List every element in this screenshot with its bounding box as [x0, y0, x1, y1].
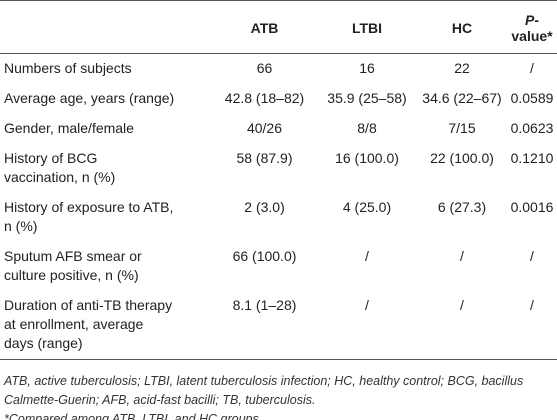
table-row: History of BCG vaccination, n (%) 58 (87.9…: [0, 144, 557, 193]
label-line: Numbers of subjects: [4, 60, 132, 76]
label-line: History of exposure to ATB,: [4, 199, 174, 215]
row-label: Gender, male/female: [0, 114, 212, 144]
label-line: at enrollment, average: [4, 316, 144, 332]
cell: 0.0623: [510, 120, 554, 136]
cell: 42.8 (18–82): [224, 90, 305, 106]
footnote: *Compared among ATB, LTBI, and HC groups…: [4, 412, 263, 420]
cell: 0.0589: [510, 90, 554, 106]
cell: 7/15: [448, 120, 476, 136]
cell: 40/26: [246, 120, 283, 136]
cell: 6 (27.3): [437, 199, 487, 215]
column-header: LTBI: [317, 0, 417, 54]
cell: /: [530, 297, 534, 313]
row-label: Average age, years (range): [0, 84, 212, 114]
row-label: History of exposure to ATB, n (%): [0, 193, 212, 242]
table-row: Numbers of subjects 66 16 22 /: [0, 54, 557, 85]
cell: /: [460, 297, 464, 313]
cell: 8.1 (1–28): [232, 297, 297, 313]
cell: 0.1210: [510, 150, 554, 166]
label-line: History of BCG: [4, 150, 98, 166]
row-label: History of BCG vaccination, n (%): [0, 144, 212, 193]
label-line: Sputum AFB smear or: [4, 248, 142, 264]
column-header: HC: [417, 0, 507, 54]
cell: /: [530, 248, 534, 264]
table-row: Duration of anti-TB therapy at enrollment…: [0, 291, 557, 360]
table-row: Average age, years (range) 42.8 (18–82) 35…: [0, 84, 557, 114]
cell: 0.0016: [510, 199, 554, 215]
footnote: ATB, active tuberculosis; LTBI, latent t…: [4, 374, 524, 407]
data-table: ATB LTBI HC P-value* Numbers of subjects 66 1…: [0, 0, 557, 360]
cell: 22: [454, 60, 470, 76]
cell: /: [365, 248, 369, 264]
table-row: History of exposure to ATB, n (%) 2 (3.0) 4…: [0, 193, 557, 242]
cell: 4 (25.0): [342, 199, 392, 215]
cell: 8/8: [357, 120, 377, 136]
cell: 16: [359, 60, 375, 76]
row-label: Numbers of subjects: [0, 54, 212, 85]
label-line: vaccination, n (%): [4, 169, 116, 185]
cell: 34.6 (22–67): [422, 90, 502, 106]
footnotes: ATB, active tuberculosis; LTBI, latent t…: [0, 360, 557, 420]
cell: 66: [256, 60, 273, 76]
header-row: ATB LTBI HC P-value*: [0, 0, 557, 54]
table-body: Numbers of subjects 66 16 22 / Average age, y…: [0, 54, 557, 360]
cell: 22 (100.0): [430, 150, 494, 166]
cell: /: [460, 248, 464, 264]
cell: /: [365, 297, 369, 313]
column-header: P-value*: [507, 0, 557, 54]
label-line: culture positive, n (%): [4, 267, 139, 283]
cell: 58 (87.9): [236, 150, 293, 166]
cell: 35.9 (25–58): [327, 90, 407, 106]
label-line: Average age, years (range): [4, 90, 175, 106]
column-header: [0, 0, 212, 54]
cell: 2 (3.0): [244, 199, 285, 215]
label-line: Duration of anti-TB therapy: [4, 297, 173, 313]
table-row: Gender, male/female 40/26 8/8 7/15 0.0623: [0, 114, 557, 144]
row-label: Duration of anti-TB therapy at enrollment…: [0, 291, 212, 360]
cell: /: [530, 60, 534, 76]
label-line: n (%): [4, 218, 38, 234]
row-label: Sputum AFB smear or culture positive, n (…: [0, 242, 212, 291]
label-line: days (range): [4, 335, 83, 351]
column-header: ATB: [212, 0, 317, 54]
table-row: Sputum AFB smear or culture positive, n (…: [0, 242, 557, 291]
label-line: Gender, male/female: [4, 120, 134, 136]
cell: 16 (100.0): [335, 150, 399, 166]
cell: 66 (100.0): [232, 248, 297, 264]
